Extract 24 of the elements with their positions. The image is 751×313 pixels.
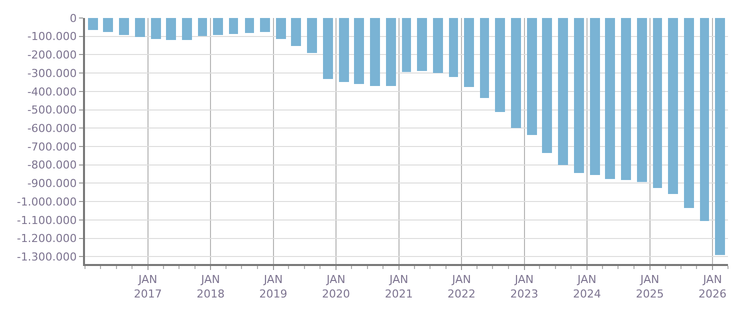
- y-tick-label: -200.000: [27, 48, 77, 62]
- y-tick-label: -1.200.000: [16, 232, 77, 246]
- y-tick-label: -1.100.000: [16, 214, 77, 227]
- x-tick-label: JAN 2020: [322, 273, 350, 300]
- x-tick-label: JAN 2022: [448, 273, 476, 300]
- x-tick-label: JAN 2018: [196, 273, 225, 300]
- x-tick-label: JAN 2021: [384, 273, 413, 300]
- x-tick-label: JAN 2023: [510, 273, 538, 300]
- y-tick-label: -700.000: [27, 140, 77, 154]
- y-tick-label: -100.000: [27, 30, 77, 44]
- y-tick-label: -900.000: [27, 177, 77, 190]
- y-tick-label: -1.300.000: [16, 250, 77, 264]
- y-tick-label: -1.000.000: [16, 195, 77, 208]
- y-tick-label: -400.000: [27, 85, 77, 98]
- y-tick-label: -300.000: [27, 66, 77, 80]
- y-tick-label: -600.000: [27, 122, 77, 135]
- x-tick-label: JAN 2019: [259, 273, 288, 300]
- x-tick-label: JAN 2026: [698, 273, 727, 300]
- y-tick-label: -800.000: [27, 158, 77, 172]
- y-tick-label: 0: [70, 12, 77, 25]
- x-tick-label: JAN 2024: [572, 273, 601, 300]
- x-tick-label: JAN 2025: [636, 273, 664, 300]
- x-tick-label: JAN 2017: [134, 273, 162, 300]
- y-tick-label: -500.000: [27, 104, 77, 117]
